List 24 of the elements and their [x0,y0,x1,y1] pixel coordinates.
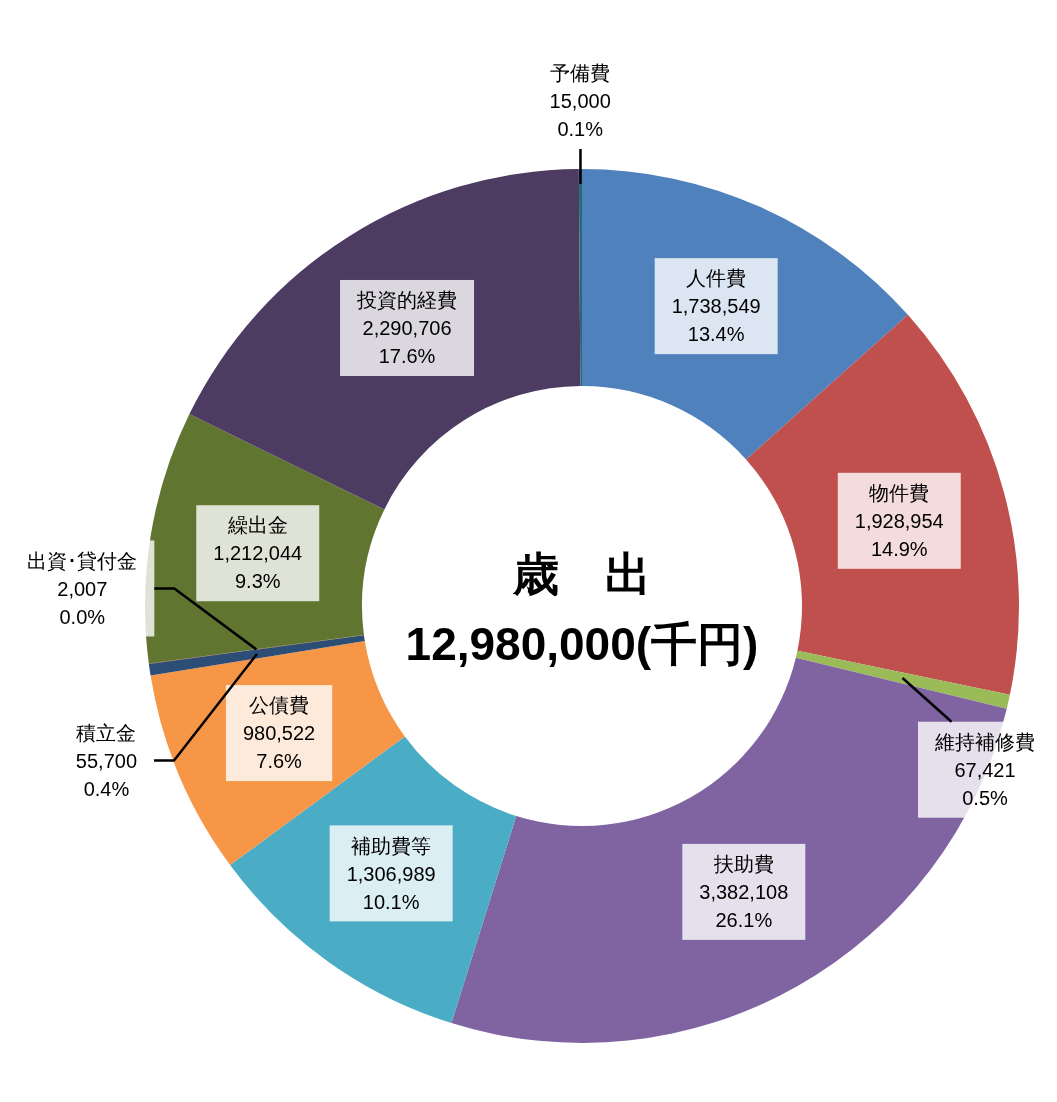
data-label: 55,700 0.4% [75,749,138,800]
data-label: 1,212,044 9.3% [213,542,303,593]
slice-label: 公債費 [249,694,310,717]
text: 歳 出 [512,548,651,600]
data-label: 2,290,706 17.6% [362,317,452,368]
slice-label: 扶助費 [712,853,774,876]
data-label: 15,000 0.1% [549,90,611,141]
data-label: 2,007 0.0% [57,577,108,628]
data-label: 3,382,108 26.1% [699,881,789,932]
data-label: 980,522 7.6% [242,722,316,773]
data-label: 1,928,954 14.9% [854,510,944,560]
slice-label: 物件費 [869,482,930,504]
slice-label: 補助費等 [351,834,432,857]
slice-label: 繰出金 [226,514,288,537]
slice-label: 積立金 [76,721,137,744]
data-label: 1,306,989 10.1% [346,862,436,913]
text: 12,980,000(千円) [405,618,759,670]
slice-label: 予備費 [550,62,611,85]
slice-label: 出資･貸付金 [27,549,138,572]
slice-label: 人件費 [686,267,747,290]
slice-label: 維持補修費 [934,730,1035,753]
data-label: 67,421 0.5% [954,758,1016,809]
slice-label: 投資的経費 [356,289,458,312]
data-label: 1,738,549 13.4% [671,295,761,346]
